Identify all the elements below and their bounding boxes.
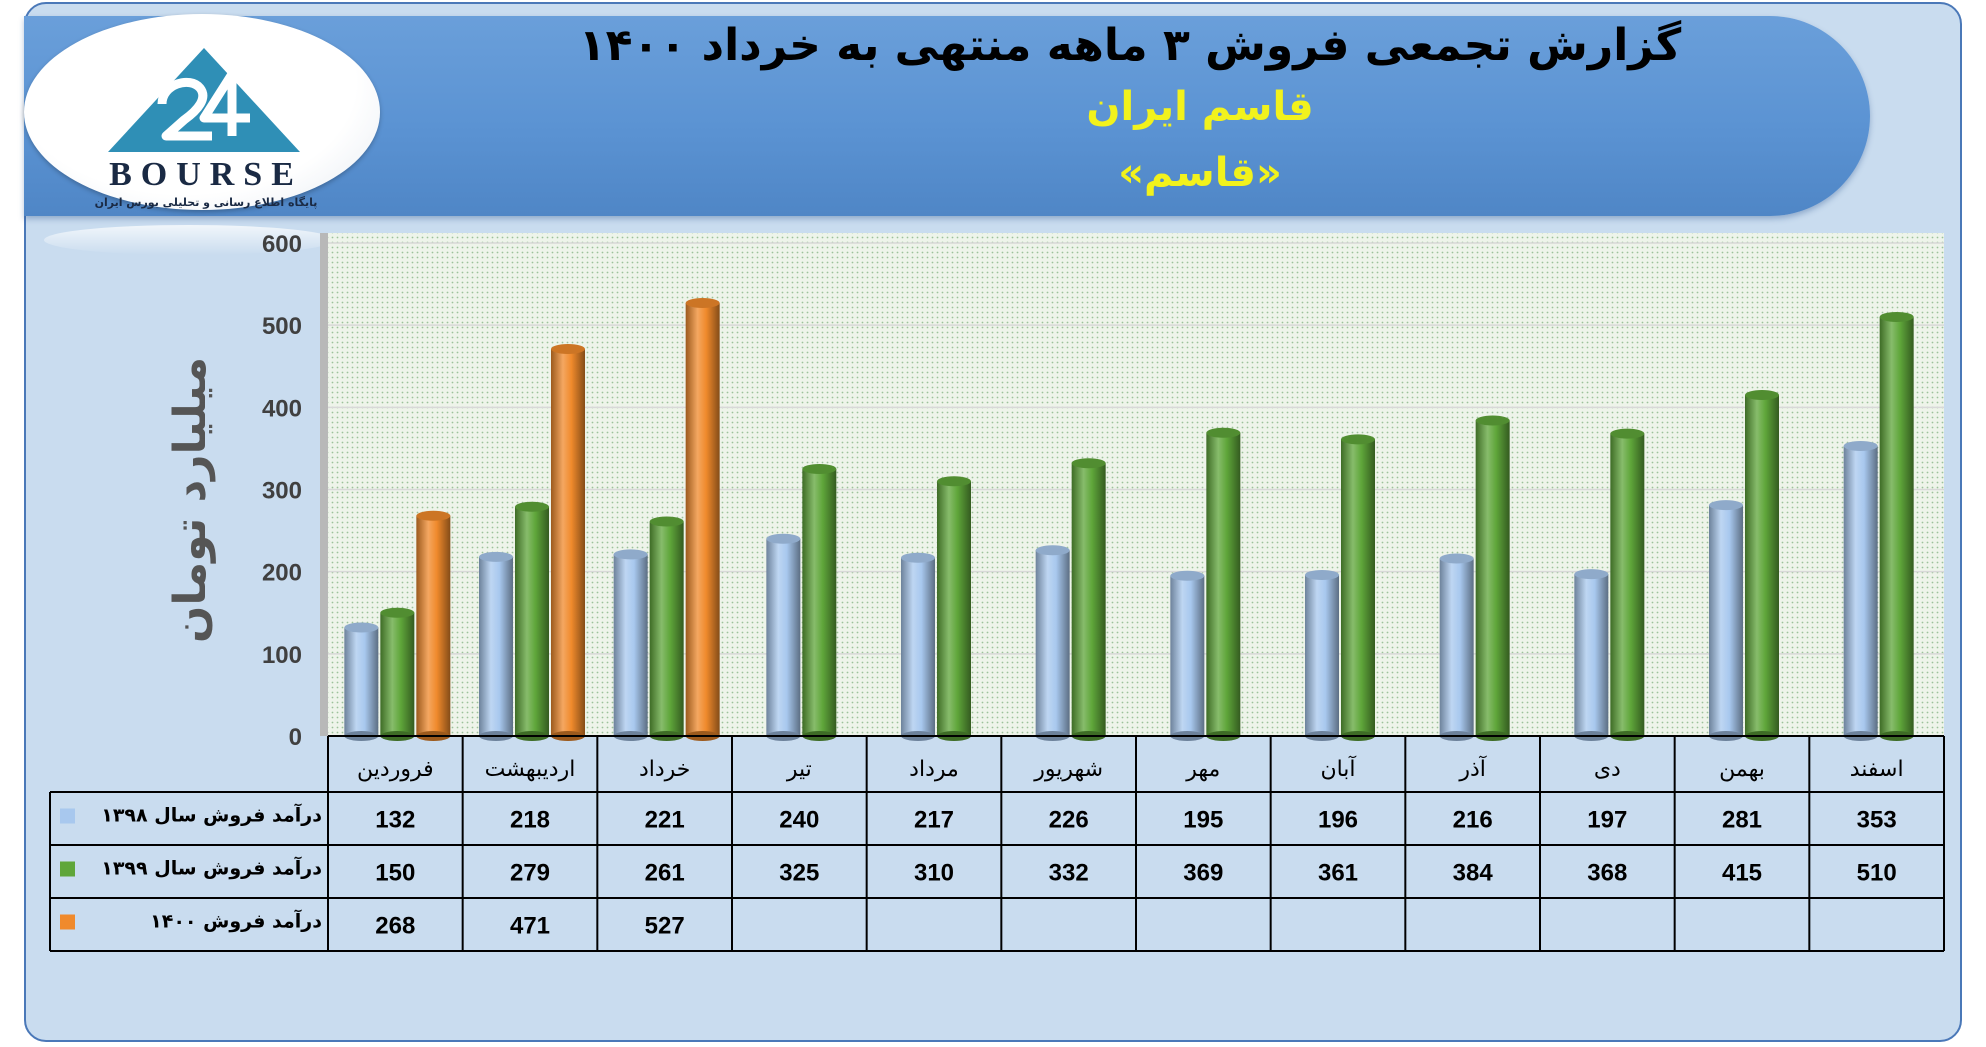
- legend-swatch: [60, 861, 75, 877]
- bar: [613, 549, 648, 741]
- triangle-logo-icon: [108, 48, 300, 152]
- data-label: 132: [375, 807, 415, 834]
- category-label: مهر: [1185, 757, 1220, 782]
- data-label: 268: [375, 913, 415, 940]
- category-label: فروردین: [357, 757, 434, 782]
- bar: [1574, 569, 1609, 741]
- bar: [1610, 428, 1645, 741]
- y-tick-label: 0: [289, 724, 302, 751]
- data-label: 527: [645, 913, 685, 940]
- data-label: 332: [1049, 860, 1089, 887]
- bar: [1709, 500, 1743, 741]
- category-label: آبان: [1320, 755, 1356, 782]
- bar: [766, 533, 801, 741]
- bar: [649, 516, 684, 741]
- bar: [380, 607, 415, 741]
- bar: [901, 552, 935, 741]
- data-label: 471: [510, 913, 550, 940]
- data-label: 325: [779, 860, 819, 887]
- data-label: 369: [1183, 860, 1223, 887]
- category-label: آذر: [1458, 755, 1486, 782]
- company-name: قاسم ایران: [1086, 84, 1314, 130]
- y-tick-label: 400: [262, 395, 302, 422]
- category-label: شهریور: [1033, 757, 1103, 782]
- data-label: 384: [1453, 860, 1494, 887]
- data-label: 510: [1857, 860, 1897, 887]
- data-label: 281: [1722, 807, 1762, 834]
- y-tick-label: 300: [262, 478, 302, 505]
- data-label: 196: [1318, 807, 1358, 834]
- y-axis-label: میلیارد تومان: [165, 357, 216, 643]
- data-label: 353: [1857, 807, 1897, 834]
- data-label: 368: [1587, 860, 1627, 887]
- data-label: 197: [1587, 807, 1627, 834]
- bar: [344, 622, 379, 741]
- y-axis-wall: [320, 233, 328, 736]
- bar: [1879, 311, 1914, 741]
- y-tick-label: 500: [262, 313, 302, 340]
- ticker-symbol: «قاسم»: [1118, 150, 1282, 196]
- bar: [1305, 569, 1339, 741]
- category-label: بهمن: [1719, 757, 1765, 782]
- bar: [1745, 390, 1779, 741]
- bar: [1170, 570, 1205, 741]
- data-label: 217: [914, 807, 954, 834]
- bar: [515, 501, 549, 741]
- y-tick-label: 100: [262, 642, 302, 669]
- bar: [1439, 553, 1474, 741]
- data-label: 261: [645, 860, 685, 887]
- legend-label: درآمد فروش ۱۴۰۰: [150, 909, 322, 933]
- data-label: 279: [510, 860, 550, 887]
- bar: [1206, 427, 1241, 741]
- category-label: تیر: [786, 757, 812, 782]
- bar: [937, 476, 971, 741]
- data-label: 216: [1453, 807, 1493, 834]
- legend-label: درآمد فروش سال ۱۳۹۹: [101, 856, 322, 880]
- data-label: 218: [510, 807, 550, 834]
- logo-reflection: [44, 225, 334, 255]
- category-label: خرداد: [639, 757, 690, 782]
- chart-title: گزارش تجمعی فروش ۳ ماهه منتهی به خرداد ۱…: [578, 20, 1682, 71]
- bar: [1341, 434, 1375, 741]
- logo-wordmark: BOURSE: [109, 156, 303, 193]
- bar: [802, 463, 837, 741]
- data-label: 226: [1049, 807, 1089, 834]
- legend-swatch: [60, 808, 75, 824]
- data-label: 310: [914, 860, 954, 887]
- legend-label: درآمد فروش سال ۱۳۹۸: [101, 803, 322, 827]
- bar: [1475, 415, 1510, 741]
- bar: [479, 551, 513, 741]
- bar: [685, 297, 720, 741]
- bourse-logo: BOURSE پایگاه اطلاع رسانی و تحلیلی بورس …: [24, 14, 380, 210]
- y-tick-label: 200: [262, 560, 302, 587]
- bar: [551, 343, 585, 741]
- bar: [1843, 440, 1878, 741]
- data-label: 150: [375, 860, 415, 887]
- bar: [416, 510, 451, 741]
- category-label: اسفند: [1850, 757, 1904, 782]
- bar: [1071, 458, 1106, 741]
- data-label: 240: [779, 807, 819, 834]
- bar: [1035, 545, 1070, 741]
- category-label: مرداد: [909, 757, 959, 782]
- data-label: 195: [1183, 807, 1223, 834]
- legend-swatch: [60, 914, 75, 930]
- y-tick-label: 600: [262, 231, 302, 258]
- category-label: دی: [1594, 757, 1621, 782]
- plot-area: [328, 233, 1944, 736]
- data-label: 361: [1318, 860, 1358, 887]
- category-label: اردیبهشت: [485, 757, 576, 782]
- data-label: 221: [645, 807, 685, 834]
- data-label: 415: [1722, 860, 1762, 887]
- logo-tagline: پایگاه اطلاع رسانی و تحلیلی بورس ایران: [94, 196, 318, 209]
